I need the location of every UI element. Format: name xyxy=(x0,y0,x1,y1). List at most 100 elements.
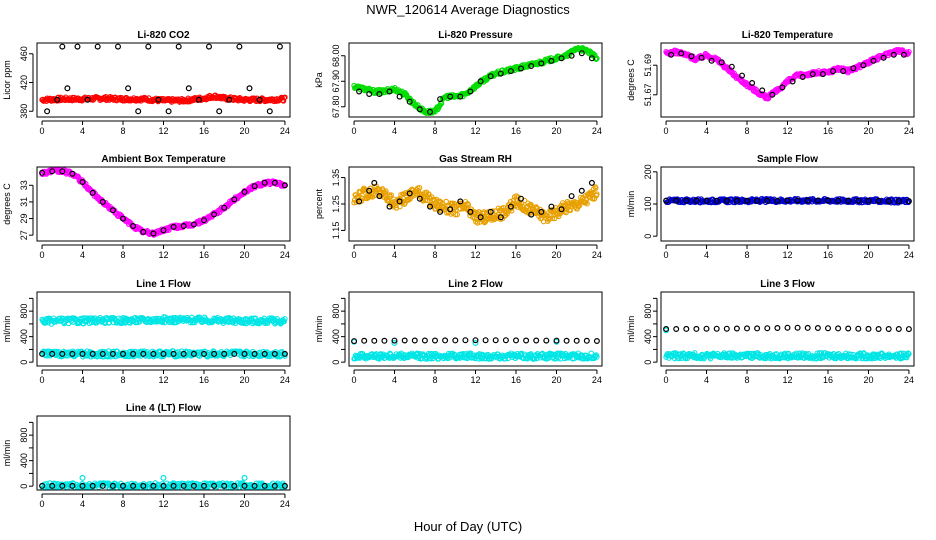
data-point xyxy=(109,482,116,489)
x-tick-label: 12 xyxy=(158,375,168,385)
data-point xyxy=(743,325,750,332)
data-point xyxy=(895,326,902,333)
series-2 xyxy=(351,337,600,345)
x-tick-label: 0 xyxy=(40,126,45,136)
x-tick-label: 8 xyxy=(745,250,750,260)
series-0 xyxy=(39,314,288,327)
data-point xyxy=(698,54,705,61)
data-point xyxy=(819,71,826,78)
x-tick-label: 4 xyxy=(80,375,85,385)
data-point xyxy=(416,184,423,191)
x-tick-label: 16 xyxy=(511,375,521,385)
data-point xyxy=(160,227,167,234)
data-point xyxy=(487,208,494,215)
data-point xyxy=(381,337,388,344)
data-point xyxy=(835,325,842,332)
x-tick-label: 0 xyxy=(664,126,669,136)
series-1 xyxy=(39,348,288,360)
data-point xyxy=(880,54,887,61)
data-point xyxy=(668,51,675,58)
data-point xyxy=(754,325,761,332)
x-tick-label: 16 xyxy=(199,126,209,136)
y-axis-label: ml/min xyxy=(2,440,12,467)
series-1 xyxy=(356,179,595,221)
data-point xyxy=(538,208,545,215)
y-axis: 27 29 31 33 xyxy=(19,180,34,240)
data-point xyxy=(44,108,51,115)
data-point xyxy=(764,325,771,332)
data-point xyxy=(135,108,142,115)
y-axis-label: ml/min xyxy=(626,191,636,218)
data-point xyxy=(185,85,192,92)
data-point xyxy=(497,70,504,77)
data-point xyxy=(175,43,182,50)
data-point xyxy=(59,43,66,50)
y-tick-label: 800 xyxy=(19,428,29,443)
data-point xyxy=(397,203,403,210)
data-point xyxy=(728,63,735,70)
data-point xyxy=(703,197,710,204)
data-point xyxy=(231,482,238,489)
data-point xyxy=(261,482,268,489)
data-point xyxy=(538,60,545,67)
data-point xyxy=(241,482,248,489)
data-point xyxy=(190,482,197,489)
y-tick-label: 100 xyxy=(643,196,653,211)
data-point xyxy=(593,185,599,191)
data-point xyxy=(54,96,61,103)
panel-title: Li-820 Pressure xyxy=(438,30,513,41)
data-point xyxy=(79,179,86,186)
data-point xyxy=(683,325,690,332)
series-0 xyxy=(39,92,288,105)
data-point xyxy=(388,192,394,198)
x-tick-label: 20 xyxy=(551,250,561,260)
x-tick-label: 8 xyxy=(121,499,126,509)
data-point xyxy=(376,193,383,200)
data-point xyxy=(860,62,867,69)
data-point xyxy=(89,350,96,357)
data-point xyxy=(467,88,474,95)
data-point xyxy=(266,108,273,115)
data-point xyxy=(271,350,278,357)
data-point xyxy=(840,68,847,75)
panel-data xyxy=(39,43,288,115)
y-tick-label: 0 xyxy=(643,360,653,365)
x-tick-label: 16 xyxy=(823,126,833,136)
panel-frame xyxy=(36,291,291,367)
data-point xyxy=(281,318,287,325)
x-tick-label: 20 xyxy=(239,250,249,260)
series-0 xyxy=(39,480,288,490)
x-axis: 0 4 8 12 16 20 24 xyxy=(40,369,290,385)
y-axis-label: ml/min xyxy=(314,316,324,343)
data-point xyxy=(276,43,283,50)
y-tick-label: 0 xyxy=(643,234,653,239)
data-point xyxy=(180,350,187,357)
data-point xyxy=(160,482,167,489)
data-point xyxy=(900,51,907,58)
data-point xyxy=(231,196,238,203)
series-2 xyxy=(663,324,912,333)
data-point xyxy=(201,482,208,489)
data-point xyxy=(713,325,720,332)
data-point xyxy=(109,350,116,357)
data-point xyxy=(452,337,459,344)
data-point xyxy=(804,324,811,331)
data-point xyxy=(814,325,821,332)
data-point xyxy=(583,199,589,206)
data-point xyxy=(870,57,877,64)
data-point xyxy=(723,325,730,332)
panel-data xyxy=(663,196,912,206)
data-point xyxy=(140,482,147,489)
data-point xyxy=(588,179,595,186)
panel-frame xyxy=(660,291,915,367)
data-point xyxy=(271,482,278,489)
data-point xyxy=(231,350,238,357)
y-tick-label: 29 xyxy=(19,214,29,224)
data-point xyxy=(693,197,700,204)
x-tick-label: 0 xyxy=(664,375,669,385)
data-point xyxy=(89,482,96,489)
x-tick-label: 24 xyxy=(280,126,290,136)
data-point xyxy=(678,50,685,57)
data-point xyxy=(427,108,434,115)
